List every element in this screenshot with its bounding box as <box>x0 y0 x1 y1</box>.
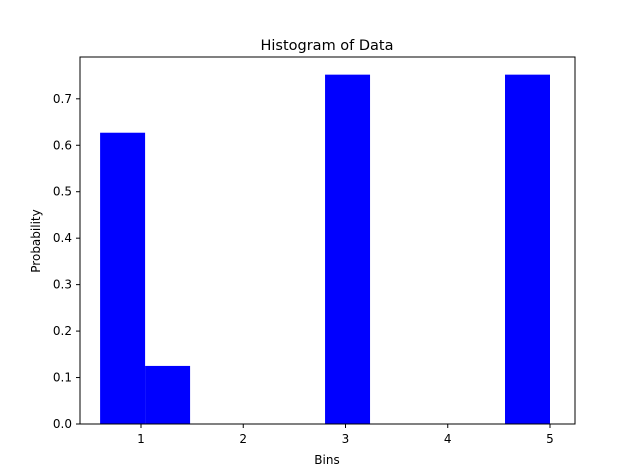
y-tick-label: 0.3 <box>53 278 72 292</box>
x-axis-ticks: 1 2 3 4 5 <box>137 424 554 446</box>
chart-title: Histogram of Data <box>260 38 393 54</box>
y-tick-label: 0.5 <box>53 185 72 199</box>
x-tick-label: 4 <box>444 432 452 446</box>
y-axis-ticks: 0.0 0.1 0.2 0.3 0.4 0.5 0.6 0.7 <box>53 92 80 431</box>
x-axis-label: Bins <box>314 453 339 467</box>
histogram-bar <box>100 132 146 424</box>
x-tick-label: 2 <box>239 432 247 446</box>
y-tick-label: 0.7 <box>53 92 72 106</box>
y-tick-label: 0.2 <box>53 324 72 338</box>
x-tick-label: 1 <box>137 432 145 446</box>
x-tick-label: 5 <box>546 432 554 446</box>
y-tick-label: 0.1 <box>53 371 72 385</box>
y-axis-label: Probability <box>29 209 43 272</box>
y-tick-label: 0.4 <box>53 231 72 245</box>
y-tick-label: 0.6 <box>53 138 72 152</box>
bars-layer <box>100 74 550 425</box>
y-tick-label: 0.0 <box>53 417 72 431</box>
histogram-bar <box>325 74 371 425</box>
histogram-bar <box>505 74 550 425</box>
x-tick-label: 3 <box>342 432 350 446</box>
plot-frame <box>79 56 576 425</box>
histogram-bar <box>145 365 191 424</box>
